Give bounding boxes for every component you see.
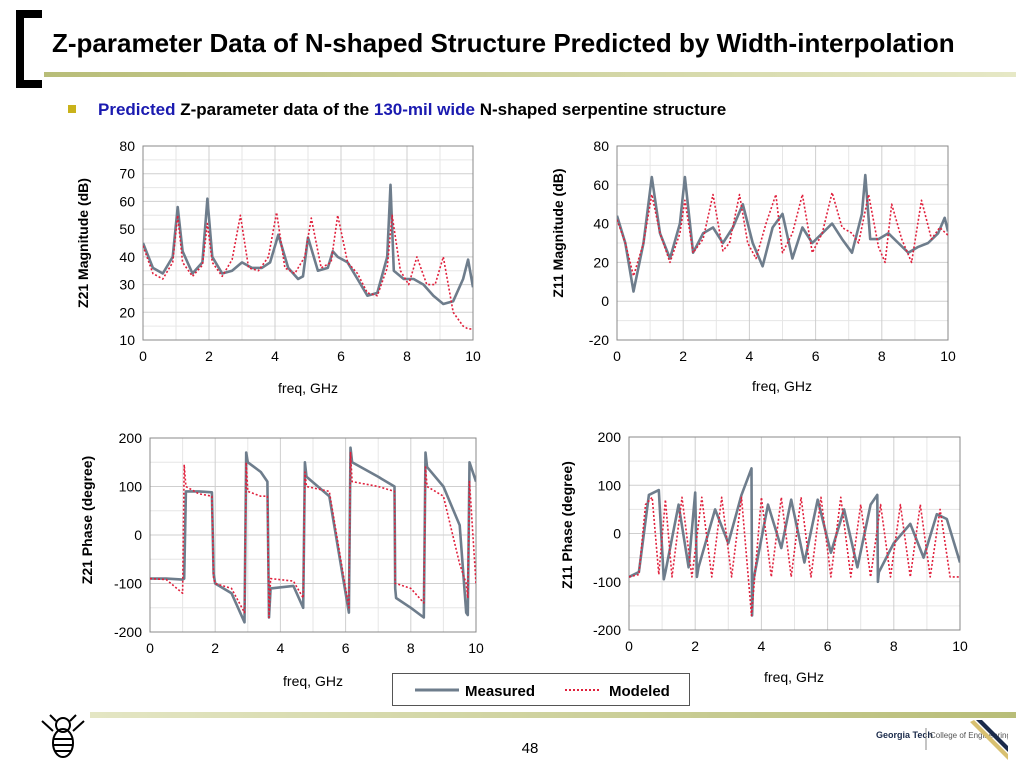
z21-phase-plot: 0 2 4 6 8 10 -200 -100 0 100 200 freq, GHz Z21 Phase… [79,430,484,689]
x-tick-label: 6 [342,640,350,656]
measured-series-line [617,173,948,293]
georgia-tech-logo: Georgia Tech College of Engineering [876,720,1008,760]
bullet-text-1: Z-parameter data of the [175,100,374,119]
y-tick-label: -100 [593,574,621,590]
y-tick-label: 70 [119,166,135,182]
legend-measured-label: Measured [465,683,535,700]
yellow-jacket-mascot-icon [41,714,85,758]
legend-graphic: Measured Modeled [415,683,670,700]
x-tick-label: 2 [205,348,213,364]
plot-frame [628,436,961,631]
x-axis-label: freq, GHz [764,669,824,685]
x-tick-label: 8 [403,348,411,364]
x-tick-label: 0 [146,640,154,656]
measured-series-line [629,467,960,617]
x-tick-label: 0 [139,348,147,364]
x-tick-label: 2 [211,640,219,656]
y-tick-label: 20 [119,304,135,320]
x-tick-label: 6 [812,348,820,364]
y-tick-label: 0 [134,527,142,543]
x-tick-label: 4 [277,640,285,656]
modeled-series-line [150,451,476,619]
y-tick-label: -200 [593,622,621,638]
y-tick-label: 0 [613,526,621,542]
x-tick-label: 0 [625,638,633,654]
plot-frame [616,145,949,341]
logo-georgia-tech: Georgia Tech [876,730,933,740]
y-tick-label: -20 [589,332,609,348]
z21-mag-plot: 0 2 4 6 8 10 10 20 30 40 50 60 70 80 freq, GHz Z21 Magn… [75,138,481,396]
y-axis-label: Z21 Phase (degree) [79,456,95,584]
y-tick-label: 200 [119,430,143,446]
y-tick-label: -100 [114,576,142,592]
y-tick-label: 100 [598,477,622,493]
x-tick-label: 4 [758,638,766,654]
y-tick-label: 200 [598,429,622,445]
x-tick-label: 10 [952,638,968,654]
y-tick-label: 80 [119,138,135,154]
bullet-square-icon [68,105,76,113]
y-tick-label: 60 [119,193,135,209]
y-tick-label: 30 [119,277,135,293]
y-tick-label: 40 [593,216,609,232]
title-rule [44,72,1016,77]
x-tick-label: 2 [691,638,699,654]
x-tick-label: 6 [824,638,832,654]
y-tick-label: -200 [114,624,142,640]
x-tick-label: 4 [271,348,279,364]
legend: Measured Modeled [392,673,690,706]
x-tick-label: 8 [890,638,898,654]
y-tick-label: 60 [593,177,609,193]
y-axis-label: Z11 Phase (degree) [559,461,575,589]
x-tick-label: 10 [940,348,956,364]
measured-series-line [150,446,476,624]
modeled-series-line [617,191,948,277]
y-tick-label: 10 [119,332,135,348]
x-tick-label: 2 [679,348,687,364]
y-tick-label: 0 [601,293,609,309]
x-tick-label: 8 [407,640,415,656]
y-tick-label: 80 [593,138,609,154]
modeled-series-line [143,211,473,330]
x-axis-label: freq, GHz [278,380,338,396]
x-tick-label: 4 [746,348,754,364]
legend-modeled-label: Modeled [609,683,670,700]
page-number: 48 [521,740,539,757]
y-tick-label: 50 [119,221,135,237]
x-tick-label: 8 [878,348,886,364]
y-tick-label: 20 [593,254,609,270]
plot-frame [149,437,477,633]
x-tick-label: 10 [468,640,484,656]
logo-college: College of Engineering [930,731,1008,740]
x-axis-label: freq, GHz [752,378,812,394]
y-axis-label: Z21 Magnitude (dB) [75,178,91,308]
y-tick-label: 40 [119,249,135,265]
bullet-width: 130-mil wide [373,100,475,119]
x-tick-label: 0 [613,348,621,364]
bullet-predicted: Predicted [98,100,176,119]
bullet-line: Predicted Z-parameter data of the 130-mi… [68,100,726,120]
z11-phase-plot: 0 2 4 6 8 10 -200 -100 0 100 200 freq, GHz Z11 Phase… [559,429,968,685]
title-bracket-decoration [16,10,42,88]
x-tick-label: 10 [465,348,481,364]
x-axis-label: freq, GHz [283,673,343,689]
slide-title: Z-parameter Data of N-shaped Structure P… [52,28,955,58]
footer-rule [90,712,1016,718]
y-axis-label: Z11 Magnitude (dB) [550,168,566,297]
x-tick-label: 6 [337,348,345,364]
bullet-text-2: N-shaped serpentine structure [474,100,727,119]
y-tick-label: 100 [119,479,143,495]
